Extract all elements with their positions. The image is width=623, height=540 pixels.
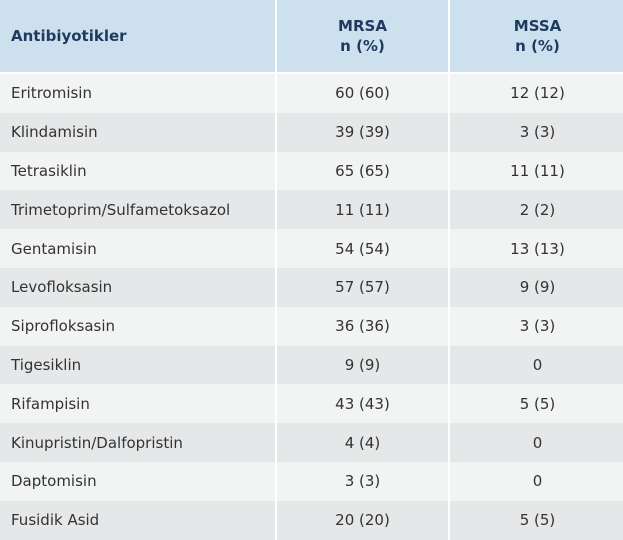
mssa-value: 3 (3) (450, 112, 623, 152)
antibiotic-name: Rifampisin (0, 384, 275, 424)
table-row: Fusidik Asid 20 (20) 5 (5) (0, 500, 623, 540)
header-mssa-unit: n (%) (515, 37, 560, 55)
mssa-value: 9 (9) (450, 267, 623, 307)
mrsa-value: 9 (9) (277, 345, 448, 385)
mrsa-value: 43 (43) (277, 384, 448, 424)
header-mrsa: MRSA n (%) (277, 0, 448, 74)
antibiotic-name: Fusidik Asid (0, 500, 275, 540)
mssa-value: 0 (450, 345, 623, 385)
mrsa-value: 36 (36) (277, 306, 448, 346)
mrsa-value: 39 (39) (277, 112, 448, 152)
mrsa-value: 57 (57) (277, 267, 448, 307)
header-mssa-title: MSSA (513, 17, 562, 35)
table-row: Klindamisin 39 (39) 3 (3) (0, 112, 623, 152)
table-row: Daptomisin 3 (3) 0 (0, 461, 623, 501)
antibiotic-name: Tetrasiklin (0, 151, 275, 191)
header-mrsa-title: MRSA (338, 17, 387, 35)
table-row: Tigesiklin 9 (9) 0 (0, 345, 623, 385)
mssa-value: 0 (450, 461, 623, 501)
mssa-value: 13 (13) (450, 229, 623, 268)
mssa-value: 2 (2) (450, 190, 623, 230)
mrsa-value: 11 (11) (277, 190, 448, 230)
antibiotic-name: Gentamisin (0, 229, 275, 268)
mrsa-value: 3 (3) (277, 461, 448, 501)
mssa-value: 3 (3) (450, 306, 623, 346)
header-mssa: MSSA n (%) (450, 0, 623, 74)
table-row: Siprofloksasin 36 (36) 3 (3) (0, 306, 623, 346)
header-row: Antibiyotikler MRSA n (%) MSSA n (%) (0, 0, 623, 74)
mssa-value: 5 (5) (450, 500, 623, 540)
antibiotic-name: Klindamisin (0, 112, 275, 152)
table-row: Rifampisin 43 (43) 5 (5) (0, 384, 623, 424)
mrsa-value: 60 (60) (277, 74, 448, 113)
mssa-value: 12 (12) (450, 74, 623, 113)
table-row: Levofloksasin 57 (57) 9 (9) (0, 267, 623, 307)
table-row: Eritromisin 60 (60) 12 (12) (0, 74, 623, 113)
antibiotic-name: Levofloksasin (0, 267, 275, 307)
mssa-value: 0 (450, 423, 623, 462)
mssa-value: 5 (5) (450, 384, 623, 424)
table-row: Gentamisin 54 (54) 13 (13) (0, 229, 623, 268)
antibiotic-name: Daptomisin (0, 461, 275, 501)
antibiotic-name: Siprofloksasin (0, 306, 275, 346)
mrsa-value: 65 (65) (277, 151, 448, 191)
table-row: Trimetoprim/Sulfametoksazol 11 (11) 2 (2) (0, 190, 623, 230)
header-mrsa-unit: n (%) (340, 37, 385, 55)
table-row: Kinupristin/Dalfopristin 4 (4) 0 (0, 423, 623, 462)
antibiotic-name: Tigesiklin (0, 345, 275, 385)
antibiotic-name: Eritromisin (0, 74, 275, 113)
mrsa-value: 4 (4) (277, 423, 448, 462)
mrsa-value: 54 (54) (277, 229, 448, 268)
table-row: Tetrasiklin 65 (65) 11 (11) (0, 151, 623, 191)
mrsa-value: 20 (20) (277, 500, 448, 540)
antibiotic-name: Kinupristin/Dalfopristin (0, 423, 275, 462)
mssa-value: 11 (11) (450, 151, 623, 191)
header-antibiotics: Antibiyotikler (0, 0, 275, 74)
antibiotic-name: Trimetoprim/Sulfametoksazol (0, 190, 275, 230)
